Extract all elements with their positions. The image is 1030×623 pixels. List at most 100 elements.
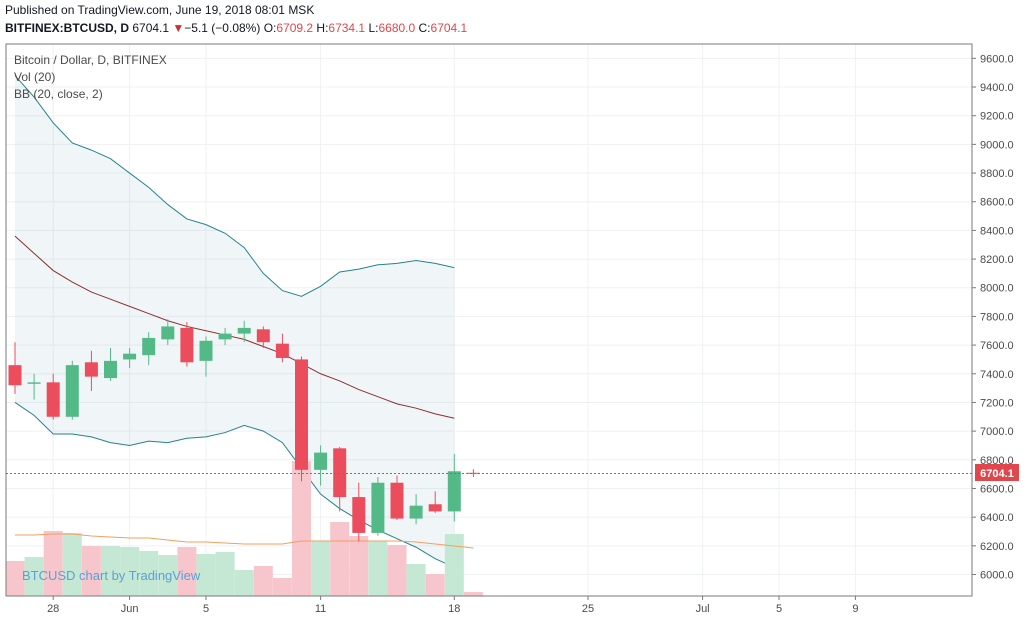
open-value: 6709.2 xyxy=(276,21,314,35)
x-tick-label: 5 xyxy=(776,603,782,615)
x-tick-label: 5 xyxy=(203,603,209,615)
open-label: O: xyxy=(263,21,277,35)
x-tick-label: Jun xyxy=(121,603,139,615)
y-tick-label: 6000.0 xyxy=(980,569,1014,581)
candle-body xyxy=(218,333,232,340)
y-tick-label: 7600.0 xyxy=(980,340,1014,352)
volume-bar xyxy=(62,533,82,596)
candle-body xyxy=(295,359,308,470)
price-change: −5.1 (−0.08%) xyxy=(184,21,261,35)
candle-body xyxy=(256,329,270,343)
volume-bar xyxy=(444,534,464,596)
y-tick-label: 6800.0 xyxy=(980,455,1014,467)
volume-bar xyxy=(5,561,25,596)
candle-body xyxy=(123,353,137,360)
y-tick-label: 6600.0 xyxy=(980,483,1014,495)
candle-body xyxy=(352,497,366,533)
candle-body xyxy=(409,505,423,519)
x-tick-label: 25 xyxy=(582,603,594,615)
legend-bollinger: BB (20, close, 2) xyxy=(14,87,103,101)
volume-bar xyxy=(349,536,369,596)
y-tick-label: 9000.0 xyxy=(980,139,1014,151)
candle-body xyxy=(371,482,385,533)
y-tick-label: 8000.0 xyxy=(980,283,1014,295)
volume-ma-line xyxy=(15,533,474,549)
candle-body xyxy=(84,362,98,377)
legend-volume: Vol (20) xyxy=(14,70,55,84)
volume-bar xyxy=(81,546,101,596)
y-tick-label: 8200.0 xyxy=(980,254,1014,266)
volume-bars xyxy=(5,461,483,596)
y-tick-label: 7800.0 xyxy=(980,311,1014,323)
symbol-name: BITFINEX:BTCUSD, D xyxy=(5,21,129,35)
bollinger-fill xyxy=(15,75,455,568)
price-tag-label: 6704.1 xyxy=(980,468,1014,480)
candle-body xyxy=(237,327,251,334)
volume-bar xyxy=(253,566,273,596)
y-tick-label: 7200.0 xyxy=(980,397,1014,409)
candle-body xyxy=(390,482,404,519)
volume-bar xyxy=(330,522,350,596)
high-label: H: xyxy=(316,21,329,35)
plot-border xyxy=(5,43,973,597)
candle-body xyxy=(46,382,60,417)
volume-bar xyxy=(292,461,311,596)
y-tick-label: 9400.0 xyxy=(980,82,1014,94)
candle-body xyxy=(428,504,442,512)
candles xyxy=(8,319,480,542)
x-tick-label: 9 xyxy=(852,603,858,615)
volume-bar xyxy=(158,555,178,596)
volume-bar xyxy=(120,547,140,596)
candle-body xyxy=(27,382,41,384)
y-tick-label: 8400.0 xyxy=(980,225,1014,237)
candle-body xyxy=(8,365,22,386)
x-tick-label: 18 xyxy=(448,603,460,615)
bollinger-bands xyxy=(14,75,455,568)
symbol-header: BITFINEX:BTCUSD, D 6704.1 ▼−5.1 (−0.08%)… xyxy=(5,21,467,35)
candle-body xyxy=(447,471,461,512)
y-tick-label: 8600.0 xyxy=(980,197,1014,209)
candle-body xyxy=(314,452,328,470)
price-tag: 6704.1 xyxy=(975,464,1019,481)
x-tick-label: 11 xyxy=(315,603,326,615)
volume-bar xyxy=(139,551,159,596)
time-axis[interactable]: 28 Jun 5 11 18 25 Jul 5 9 xyxy=(47,596,858,615)
candle-body xyxy=(180,327,194,363)
y-tick-label: 6200.0 xyxy=(980,541,1014,553)
volume-bar xyxy=(387,545,407,596)
volume-bar xyxy=(43,531,63,596)
down-arrow-icon: ▼ xyxy=(172,21,185,35)
volume-bar xyxy=(196,554,216,596)
volume-bar xyxy=(272,578,292,596)
candle-body xyxy=(161,326,175,340)
x-tick-label: 28 xyxy=(47,603,59,615)
price-axis[interactable]: 6000.0 6200.0 6400.0 6600.0 6800.0 7000.0 7200… xyxy=(972,53,1014,581)
y-tick-label: 9600.0 xyxy=(980,53,1014,65)
volume-bar xyxy=(24,557,44,596)
chart-frame xyxy=(5,43,973,597)
candle-body xyxy=(65,365,79,417)
close-label: C: xyxy=(418,21,431,35)
bollinger-upper-line xyxy=(14,75,455,297)
y-tick-label: 9200.0 xyxy=(980,111,1014,123)
high-value: 6734.1 xyxy=(328,21,366,35)
candle-body xyxy=(199,340,213,361)
close-value: 6704.1 xyxy=(430,21,468,35)
y-tick-label: 7000.0 xyxy=(980,426,1014,438)
volume-bar xyxy=(311,541,331,596)
y-tick-label: 8800.0 xyxy=(980,168,1014,180)
candle-body xyxy=(333,448,347,498)
y-tick-label: 7400.0 xyxy=(980,369,1014,381)
grid-lines xyxy=(6,44,972,596)
volume-bar xyxy=(425,574,445,596)
legend-title: Bitcoin / Dollar, D, BITFINEX xyxy=(14,53,167,67)
volume-bar xyxy=(215,552,235,596)
last-price: 6704.1 xyxy=(132,21,170,35)
y-tick-label: 6400.0 xyxy=(980,512,1014,524)
volume-bar xyxy=(368,541,388,596)
bollinger-basis-line xyxy=(14,235,455,419)
volume-bar xyxy=(177,547,197,596)
volume-bar xyxy=(406,564,426,596)
low-value: 6680.0 xyxy=(378,21,416,35)
